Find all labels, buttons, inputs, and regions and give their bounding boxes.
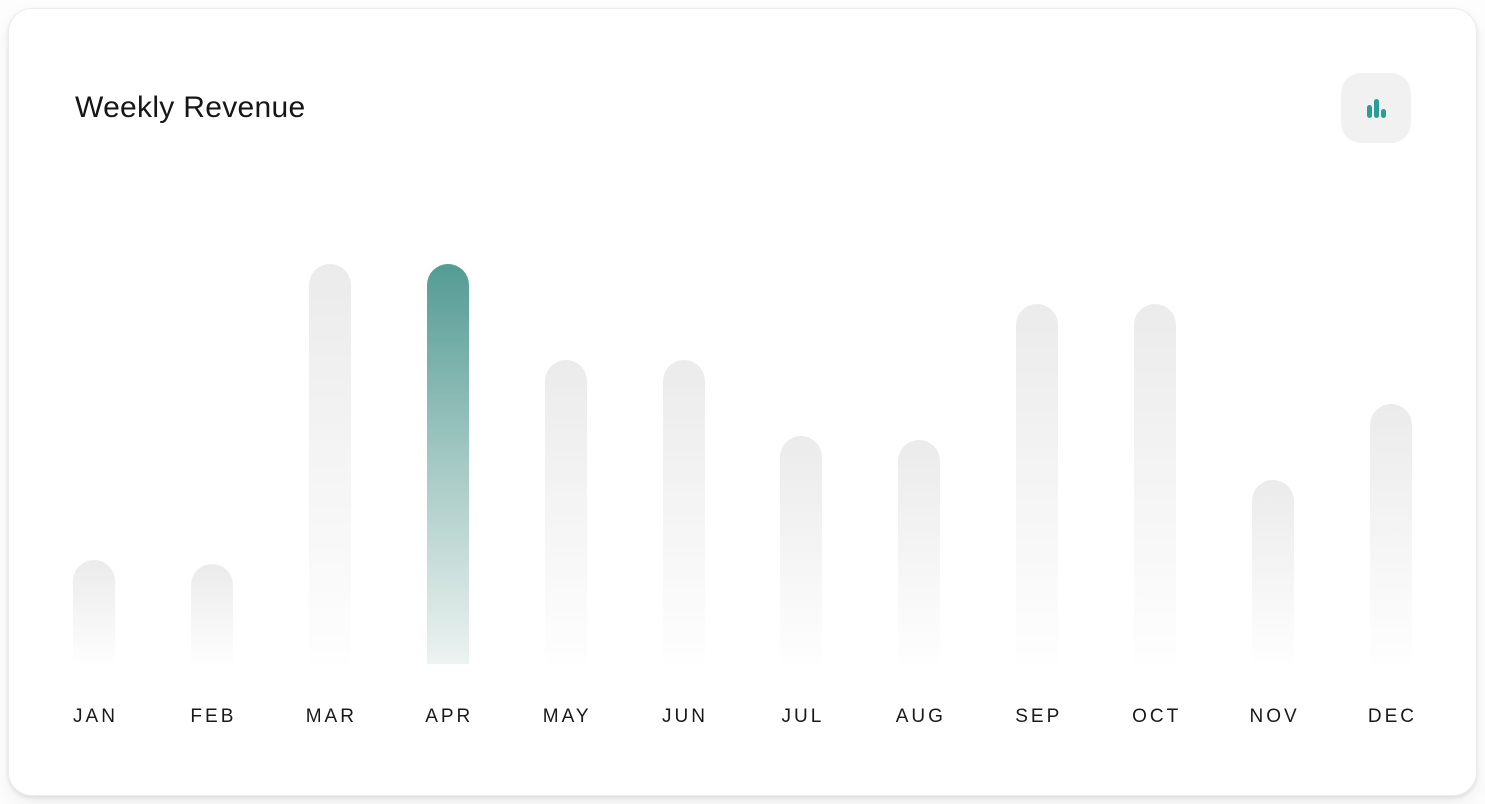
label-column-feb: FEB [187, 664, 237, 728]
bar-column-oct [1130, 264, 1180, 664]
bar-column-mar [305, 264, 355, 664]
bar-column-may [541, 264, 591, 664]
weekly-revenue-card: Weekly Revenue JAN FEB MAR APR MAY JUN JUL AUG S… [8, 8, 1477, 796]
label-column-aug: AUG [894, 664, 944, 728]
bar-chart-icon [1367, 99, 1386, 118]
bar-feb[interactable] [190, 564, 233, 664]
label-column-sep: SEP [1012, 664, 1062, 728]
bar-column-sep [1012, 264, 1062, 664]
bar-column-apr [423, 264, 473, 664]
label-column-jun: JUN [659, 664, 709, 728]
bar-apr[interactable] [426, 264, 469, 664]
label-column-apr: APR [423, 664, 473, 728]
axis-label-jun: JUN [662, 706, 708, 727]
card-title: Weekly Revenue [75, 91, 306, 124]
axis-label-aug: AUG [895, 706, 946, 727]
bar-mar[interactable] [308, 264, 351, 664]
bar-may[interactable] [544, 360, 587, 664]
axis-label-nov: NOV [1249, 706, 1300, 727]
bar-dec[interactable] [1369, 404, 1412, 664]
bar-column-nov [1248, 264, 1298, 664]
label-column-mar: MAR [305, 664, 355, 728]
label-column-may: MAY [541, 664, 591, 728]
axis-label-feb: FEB [190, 706, 237, 727]
axis-label-sep: SEP [1015, 706, 1063, 727]
bar-jun[interactable] [662, 360, 705, 664]
bars-row [69, 264, 1416, 664]
chart-view-button[interactable] [1341, 73, 1411, 143]
axis-label-apr: APR [425, 706, 474, 727]
bar-column-aug [894, 264, 944, 664]
bar-column-dec [1366, 264, 1416, 664]
bar-jul[interactable] [780, 436, 823, 664]
bar-column-feb [187, 264, 237, 664]
bar-column-jul [776, 264, 826, 664]
axis-label-jan: JAN [73, 706, 118, 727]
bar-oct[interactable] [1134, 304, 1177, 664]
bar-chart: JAN FEB MAR APR MAY JUN JUL AUG SEP OCT NOV DEC [69, 264, 1416, 728]
bar-column-jan [69, 264, 119, 664]
bar-column-jun [659, 264, 709, 664]
bar-sep[interactable] [1016, 304, 1059, 664]
axis-label-jul: JUL [781, 706, 825, 727]
label-column-oct: OCT [1130, 664, 1180, 728]
axis-label-dec: DEC [1367, 706, 1418, 727]
x-axis-labels: JAN FEB MAR APR MAY JUN JUL AUG SEP OCT NOV DEC [69, 664, 1416, 728]
axis-label-may: MAY [542, 706, 592, 727]
label-column-dec: DEC [1366, 664, 1416, 728]
label-column-nov: NOV [1248, 664, 1298, 728]
bar-aug[interactable] [898, 440, 941, 664]
bar-nov[interactable] [1252, 480, 1295, 664]
axis-label-mar: MAR [305, 706, 357, 727]
bar-jan[interactable] [73, 560, 115, 664]
axis-label-oct: OCT [1132, 706, 1182, 727]
label-column-jan: JAN [69, 664, 119, 728]
label-column-jul: JUL [776, 664, 826, 728]
